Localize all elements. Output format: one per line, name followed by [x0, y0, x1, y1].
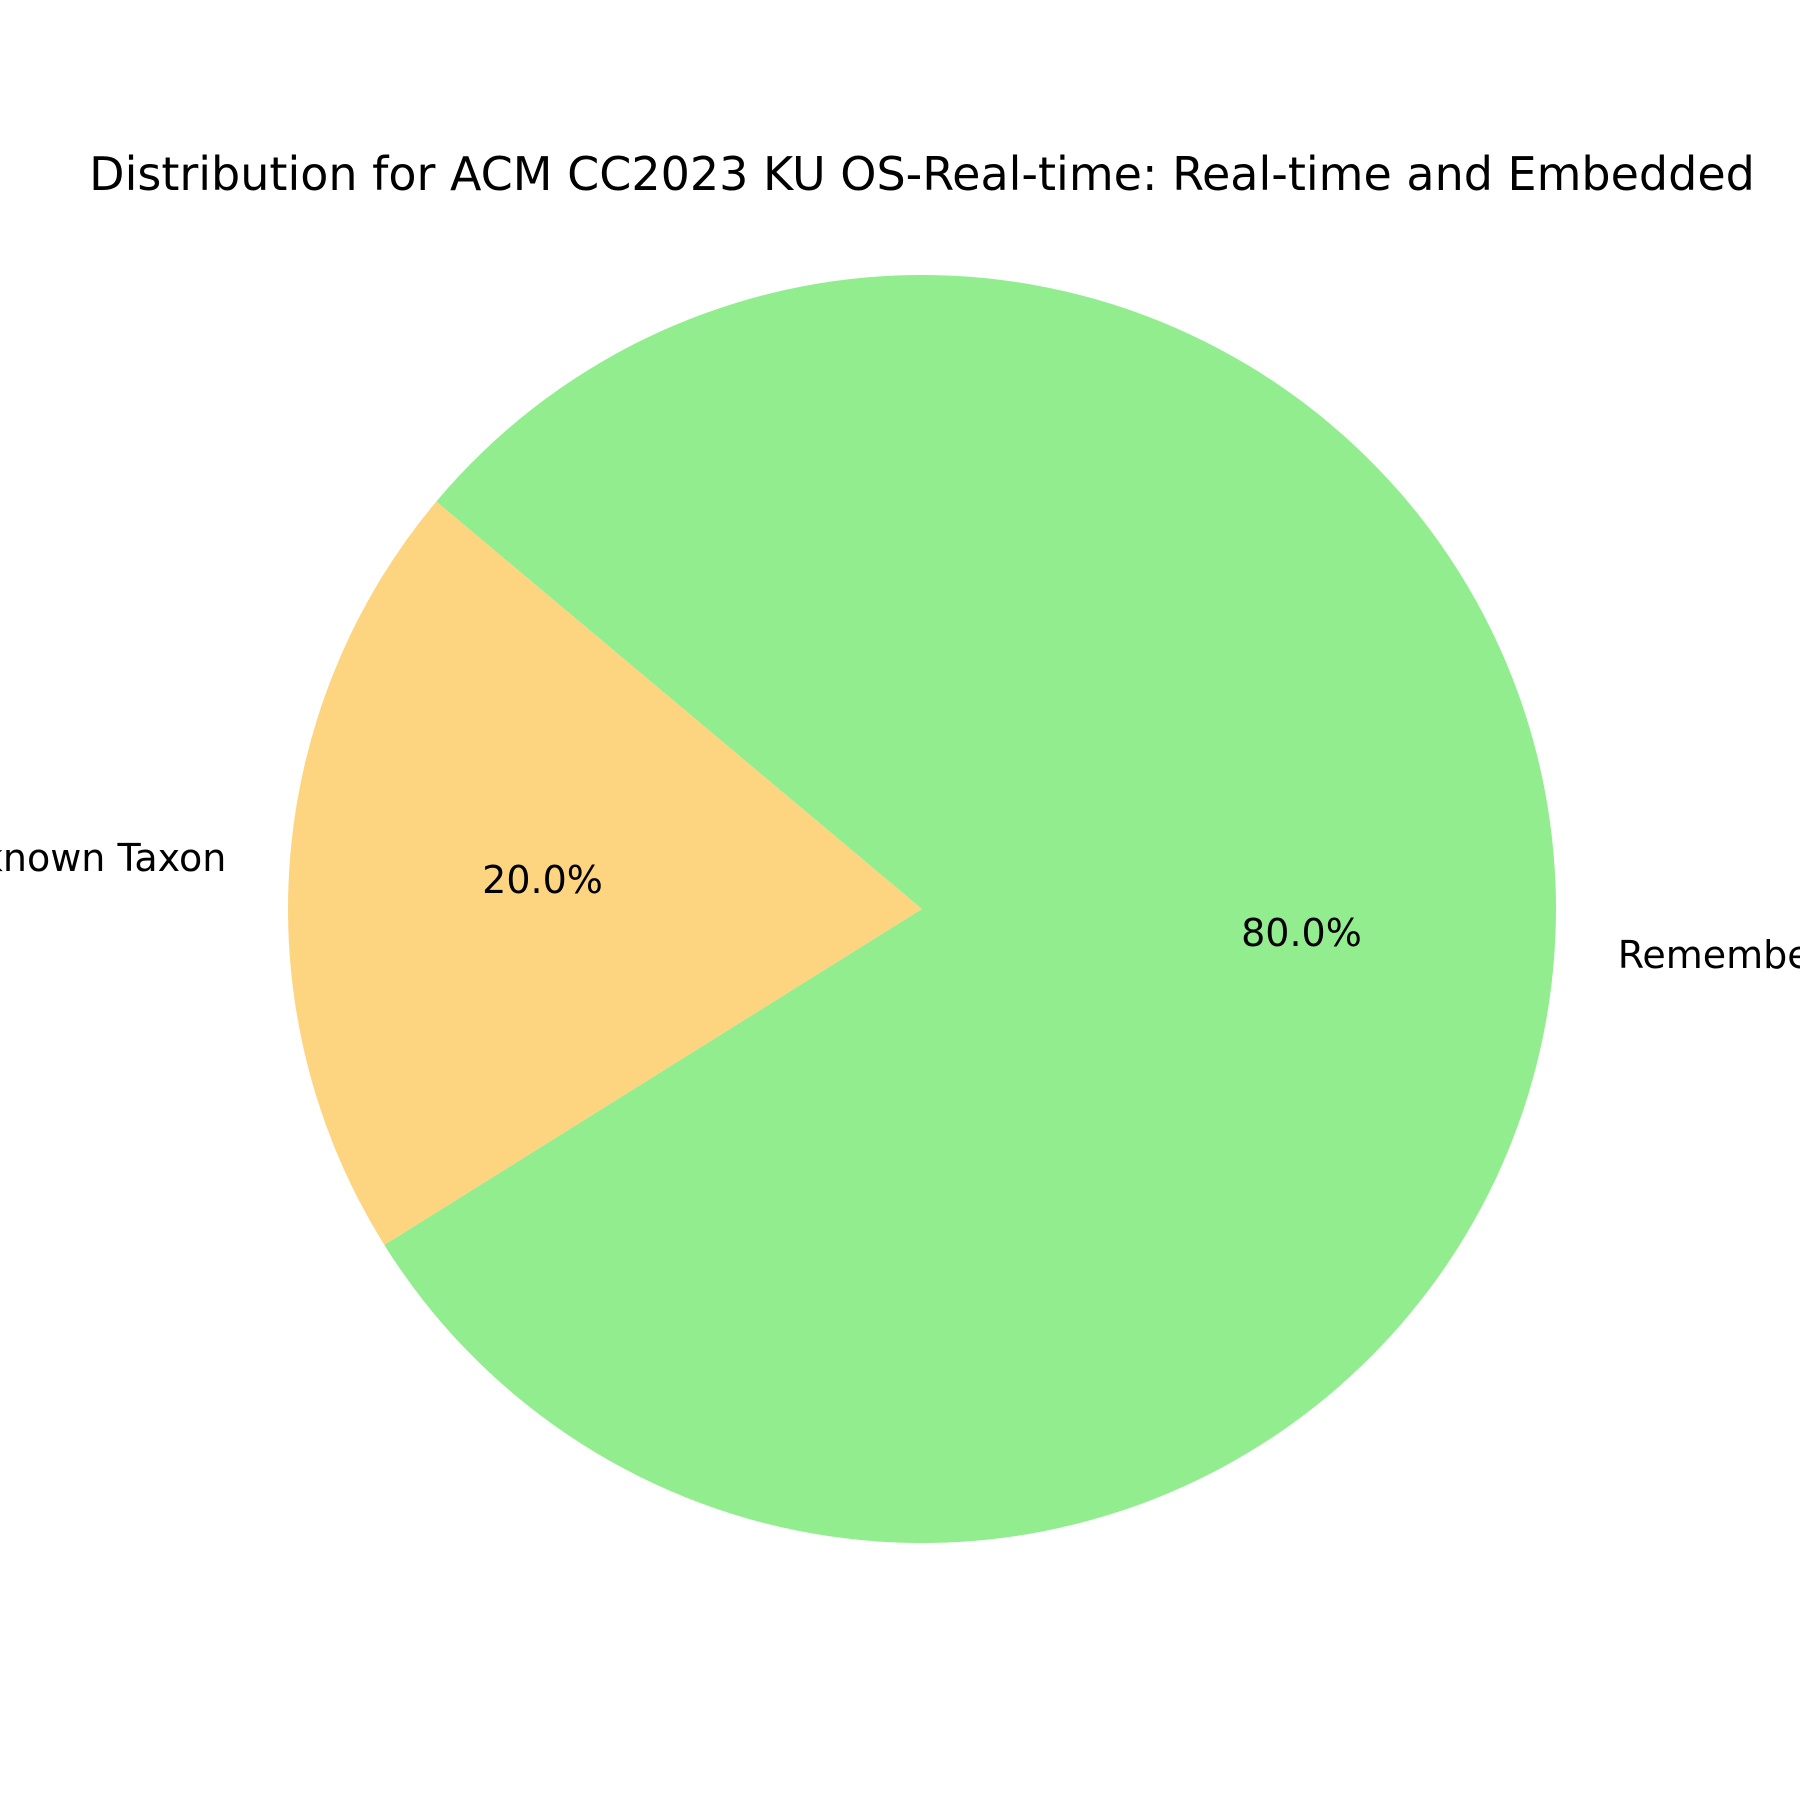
- pie-labels: Unknown Taxon 20.0% Remember Taxon 80.0%: [0, 836, 1800, 977]
- pie-slice-remember-taxon: [384, 274, 1556, 1543]
- pie-slices: [287, 274, 1556, 1543]
- slice-percent-label-1: 80.0%: [1241, 911, 1362, 955]
- slice-label-1: Remember Taxon: [1618, 933, 1800, 977]
- pie-slice-unknown-taxon: [287, 501, 922, 1245]
- chart-title: Distribution for ACM CC2023 KU OS-Real-t…: [89, 147, 1755, 201]
- slice-percent-label-0: 20.0%: [482, 858, 603, 902]
- slice-label-0: Unknown Taxon: [0, 836, 226, 880]
